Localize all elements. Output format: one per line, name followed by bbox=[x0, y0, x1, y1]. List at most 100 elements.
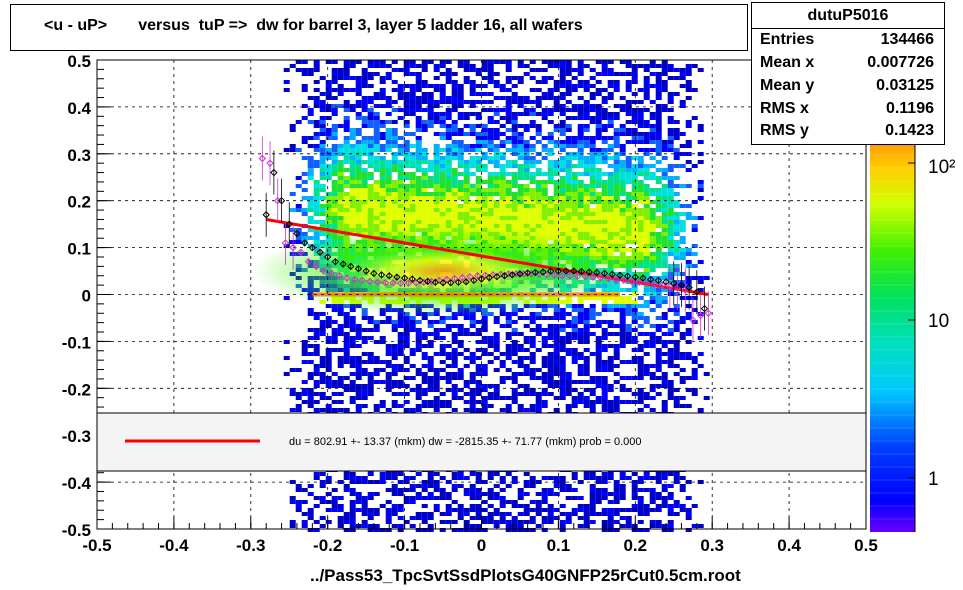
heatmap-cell bbox=[337, 148, 344, 152]
heatmap-cell bbox=[637, 480, 644, 484]
heatmap-cell bbox=[301, 236, 308, 240]
heatmap-cell bbox=[499, 380, 506, 384]
heatmap-cell bbox=[487, 360, 494, 364]
heatmap-cell bbox=[349, 344, 356, 348]
heatmap-cell bbox=[505, 204, 512, 208]
heatmap-cell bbox=[361, 524, 368, 528]
heatmap-cell bbox=[295, 184, 302, 188]
heatmap-cell bbox=[403, 148, 410, 152]
heatmap-cell bbox=[403, 156, 410, 160]
heatmap-cell bbox=[397, 168, 404, 172]
heatmap-cell bbox=[391, 348, 398, 352]
heatmap-cell bbox=[511, 396, 518, 400]
heatmap-cell bbox=[421, 520, 428, 524]
heatmap-cell bbox=[637, 504, 644, 508]
heatmap-cell bbox=[565, 172, 572, 176]
heatmap-cell bbox=[577, 160, 584, 164]
heatmap-cell bbox=[613, 520, 620, 524]
heatmap-cell bbox=[523, 484, 530, 488]
heatmap-cell bbox=[571, 104, 578, 108]
heatmap-cell bbox=[601, 216, 608, 220]
heatmap-cell bbox=[331, 380, 338, 384]
heatmap-cell bbox=[337, 204, 344, 208]
heatmap-cell bbox=[397, 392, 404, 396]
heatmap-cell bbox=[475, 508, 482, 512]
heatmap-cell bbox=[649, 260, 656, 264]
heatmap-cell bbox=[547, 328, 554, 332]
heatmap-cell bbox=[301, 188, 308, 192]
heatmap-cell bbox=[667, 176, 674, 180]
heatmap-cell bbox=[547, 140, 554, 144]
heatmap-cell bbox=[337, 384, 344, 388]
heatmap-cell bbox=[319, 140, 326, 144]
heatmap-cell bbox=[529, 528, 536, 532]
heatmap-cell bbox=[613, 136, 620, 140]
heatmap-cell bbox=[451, 88, 458, 92]
heatmap-cell bbox=[487, 128, 494, 132]
heatmap-cell bbox=[637, 168, 644, 172]
heatmap-cell bbox=[505, 484, 512, 488]
heatmap-cell bbox=[559, 124, 566, 128]
heatmap-cell bbox=[379, 224, 386, 228]
heatmap-cell bbox=[577, 312, 584, 316]
heatmap-cell bbox=[547, 204, 554, 208]
heatmap-cell bbox=[421, 528, 428, 532]
heatmap-cell bbox=[631, 508, 638, 512]
heatmap-cell bbox=[349, 400, 356, 404]
heatmap-cell bbox=[517, 496, 524, 500]
heatmap-cell bbox=[361, 504, 368, 508]
heatmap-cell bbox=[445, 144, 452, 148]
heatmap-cell bbox=[349, 476, 356, 480]
heatmap-cell bbox=[439, 344, 446, 348]
heatmap-cell bbox=[415, 216, 422, 220]
heatmap-cell bbox=[595, 104, 602, 108]
heatmap-cell bbox=[529, 148, 536, 152]
heatmap-cell bbox=[679, 380, 686, 384]
heatmap-cell bbox=[427, 160, 434, 164]
heatmap-cell bbox=[625, 240, 632, 244]
heatmap-cell bbox=[577, 224, 584, 228]
heatmap-cell bbox=[349, 224, 356, 228]
heatmap-cell bbox=[301, 232, 308, 236]
heatmap-cell bbox=[373, 160, 380, 164]
heatmap-cell bbox=[313, 372, 320, 376]
heatmap-cell bbox=[301, 60, 308, 64]
heatmap-cell bbox=[397, 404, 404, 408]
heatmap-cell bbox=[601, 520, 608, 524]
heatmap-cell bbox=[355, 88, 362, 92]
heatmap-cell bbox=[307, 484, 314, 488]
heatmap-cell bbox=[607, 360, 614, 364]
heatmap-cell bbox=[379, 192, 386, 196]
heatmap-cell bbox=[469, 68, 476, 72]
heatmap-cell bbox=[457, 164, 464, 168]
heatmap-cell bbox=[367, 516, 374, 520]
heatmap-cell bbox=[649, 336, 656, 340]
heatmap-cell bbox=[415, 116, 422, 120]
heatmap-cell bbox=[619, 160, 626, 164]
heatmap-cell bbox=[487, 92, 494, 96]
heatmap-cell bbox=[343, 484, 350, 488]
heatmap-cell bbox=[403, 112, 410, 116]
heatmap-cell bbox=[583, 216, 590, 220]
heatmap-cell bbox=[367, 184, 374, 188]
heatmap-cell bbox=[559, 396, 566, 400]
heatmap-cell bbox=[355, 368, 362, 372]
heatmap-cell bbox=[649, 208, 656, 212]
heatmap-cell bbox=[325, 168, 332, 172]
heatmap-cell bbox=[589, 168, 596, 172]
heatmap-cell bbox=[619, 296, 626, 300]
heatmap-cell bbox=[655, 188, 662, 192]
heatmap-cell bbox=[385, 360, 392, 364]
heatmap-cell bbox=[589, 140, 596, 144]
heatmap-cell bbox=[361, 140, 368, 144]
heatmap-cell bbox=[427, 516, 434, 520]
heatmap-cell bbox=[391, 352, 398, 356]
heatmap-cell bbox=[505, 100, 512, 104]
heatmap-cell bbox=[415, 152, 422, 156]
heatmap-cell bbox=[583, 356, 590, 360]
heatmap-cell bbox=[325, 356, 332, 360]
heatmap-cell bbox=[649, 188, 656, 192]
heatmap-cell bbox=[373, 124, 380, 128]
heatmap-cell bbox=[583, 520, 590, 524]
heatmap-cell bbox=[343, 512, 350, 516]
